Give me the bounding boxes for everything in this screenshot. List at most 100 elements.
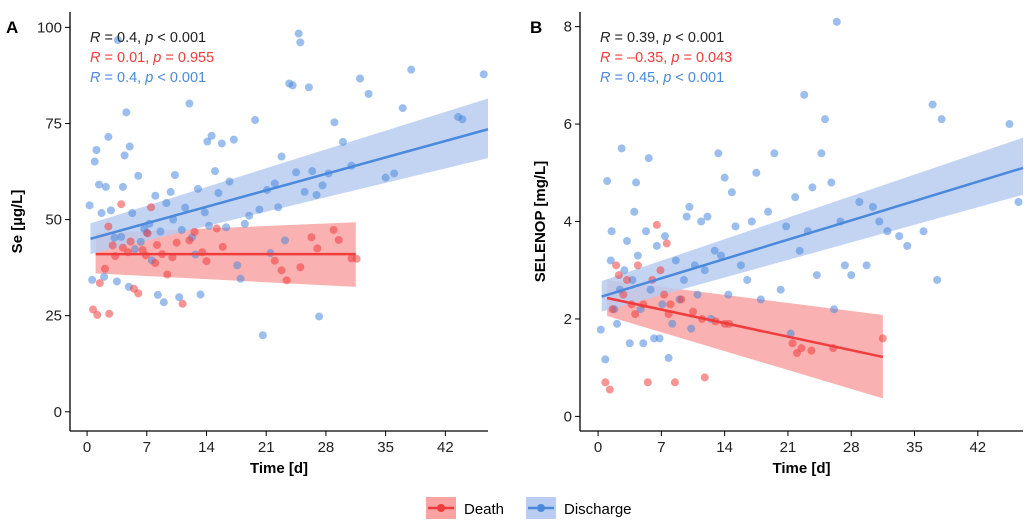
panel-a: A 0 7 14 21 28 35 42 0 25 50 75 100 Time [d] Se [µg/L]… bbox=[6, 12, 489, 477]
death-stat-text: R = –0.35, p = 0.043 bbox=[600, 50, 732, 66]
y-tick-label: 0 bbox=[54, 404, 62, 421]
discharge-point bbox=[175, 293, 184, 302]
discharge-point bbox=[458, 115, 467, 124]
discharge-point bbox=[776, 285, 785, 294]
discharge-point bbox=[1005, 120, 1014, 129]
death-point bbox=[202, 257, 211, 266]
discharge-point bbox=[203, 137, 212, 146]
discharge-point bbox=[679, 275, 688, 284]
discharge-point bbox=[644, 154, 653, 163]
y-tick-label: 50 bbox=[45, 212, 62, 229]
discharge-point bbox=[113, 36, 122, 45]
death-point bbox=[134, 289, 143, 298]
y-tick-label: 2 bbox=[564, 311, 572, 328]
discharge-point bbox=[207, 131, 216, 140]
discharge-point bbox=[97, 209, 106, 218]
discharge-point bbox=[613, 319, 622, 328]
x-tick-label: 21 bbox=[258, 439, 275, 456]
death-point bbox=[313, 244, 322, 253]
discharge-point bbox=[479, 70, 488, 79]
death-point bbox=[631, 310, 640, 319]
discharge-point bbox=[747, 217, 756, 226]
discharge-point bbox=[883, 227, 892, 236]
discharge-point bbox=[166, 187, 175, 196]
death-point bbox=[689, 307, 698, 316]
discharge-point bbox=[743, 275, 752, 284]
death-point bbox=[352, 254, 361, 263]
death-point bbox=[95, 279, 104, 288]
discharge-point bbox=[225, 177, 234, 186]
discharge-point bbox=[92, 146, 101, 155]
death-point bbox=[608, 305, 617, 314]
death-point bbox=[178, 299, 187, 308]
discharge-point bbox=[937, 115, 946, 124]
discharge-point bbox=[1014, 198, 1023, 207]
discharge-point bbox=[623, 236, 632, 245]
x-tick-label: 35 bbox=[377, 439, 394, 456]
discharge-point bbox=[398, 104, 407, 113]
x-tick-label: 7 bbox=[657, 439, 665, 456]
death-point bbox=[153, 240, 162, 249]
x-axis-title: Time [d] bbox=[250, 460, 308, 477]
x-tick-label: 0 bbox=[83, 439, 91, 456]
discharge-point bbox=[277, 152, 286, 161]
death-point bbox=[147, 203, 156, 212]
discharge-point bbox=[193, 184, 202, 193]
discharge-point bbox=[214, 189, 223, 198]
death-point bbox=[218, 242, 227, 251]
discharge-point bbox=[170, 170, 179, 179]
discharge-point bbox=[800, 90, 809, 99]
discharge-fit-line bbox=[601, 166, 1024, 298]
discharge-point bbox=[294, 29, 303, 38]
discharge-point bbox=[407, 65, 416, 74]
death-point bbox=[614, 271, 623, 280]
discharge-point bbox=[196, 290, 205, 299]
discharge-point bbox=[646, 285, 655, 294]
x-tick-label: 14 bbox=[198, 439, 215, 456]
death-point bbox=[601, 378, 610, 387]
discharge-point bbox=[251, 116, 260, 125]
discharge-point bbox=[693, 290, 702, 299]
discharge-point bbox=[304, 83, 313, 92]
discharge-stat-text: R = 0.45, p < 0.001 bbox=[600, 70, 724, 86]
discharge-point bbox=[292, 168, 301, 177]
discharge-point bbox=[117, 232, 126, 241]
discharge-point bbox=[630, 207, 639, 216]
discharge-point bbox=[868, 202, 877, 211]
discharge-point bbox=[159, 298, 168, 307]
death-stat-text: R = 0.01, p = 0.955 bbox=[90, 50, 214, 66]
discharge-point bbox=[222, 223, 231, 232]
death-point bbox=[677, 295, 686, 304]
discharge-point bbox=[88, 275, 97, 284]
death-point bbox=[126, 237, 135, 246]
death-point bbox=[643, 378, 652, 387]
discharge-point bbox=[632, 178, 641, 187]
death-point bbox=[797, 344, 806, 353]
death-point bbox=[117, 200, 126, 209]
discharge-point bbox=[330, 118, 339, 127]
discharge-point bbox=[217, 139, 226, 148]
legend-item-discharge: Discharge bbox=[526, 497, 632, 519]
discharge-point bbox=[236, 274, 245, 283]
discharge-point bbox=[274, 203, 283, 212]
death-point bbox=[100, 264, 109, 273]
discharge-point bbox=[136, 237, 145, 246]
discharge-point bbox=[233, 261, 242, 270]
death-point bbox=[612, 261, 621, 270]
all-stat-text: R = 0.4, p < 0.001 bbox=[90, 30, 206, 46]
discharge-point bbox=[830, 305, 839, 314]
death-point bbox=[666, 300, 675, 309]
discharge-confidence-band bbox=[601, 137, 1023, 312]
discharge-point bbox=[601, 355, 610, 364]
x-tick-label: 7 bbox=[143, 439, 151, 456]
death-point bbox=[105, 309, 114, 318]
discharge-point bbox=[855, 198, 864, 207]
legend-key-point bbox=[537, 504, 545, 512]
discharge-point bbox=[296, 38, 305, 47]
death-point bbox=[807, 346, 816, 355]
y-tick-label: 75 bbox=[45, 115, 62, 132]
discharge-point bbox=[603, 177, 612, 186]
discharge-point bbox=[655, 334, 664, 343]
discharge-point bbox=[827, 178, 836, 187]
